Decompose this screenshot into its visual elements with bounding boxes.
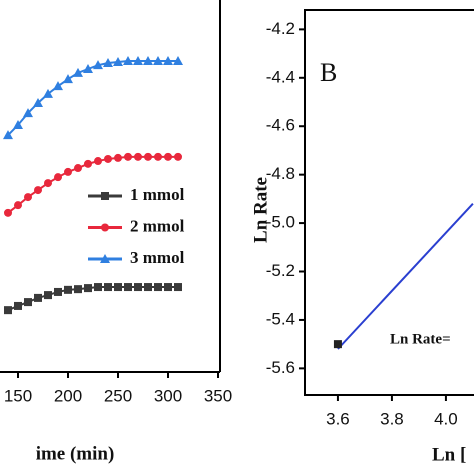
data-point — [4, 306, 12, 315]
y-tick-label: -4.2 — [266, 19, 295, 38]
y-axis-label: Ln Rate — [250, 177, 271, 243]
data-point — [34, 293, 42, 302]
data-point — [333, 340, 342, 349]
fit-line — [337, 203, 474, 350]
data-point — [43, 88, 53, 98]
y-tick-label: -4.6 — [266, 116, 295, 135]
data-point — [83, 64, 93, 73]
data-point — [114, 283, 122, 292]
legend-label: 3 mmol — [130, 248, 185, 267]
data-point — [173, 55, 183, 65]
data-point — [104, 154, 112, 163]
data-point — [64, 285, 72, 294]
data-point — [33, 97, 43, 107]
data-point — [93, 60, 103, 70]
x-tick-label: 300 — [154, 386, 182, 405]
legend-marker — [101, 192, 109, 200]
data-point — [174, 283, 182, 292]
data-point — [154, 283, 162, 292]
x-tick-label: 4.0 — [434, 409, 458, 428]
data-point — [153, 55, 163, 65]
data-point — [104, 283, 112, 292]
data-point — [24, 298, 32, 307]
data-point — [13, 120, 23, 129]
data-point — [113, 57, 123, 66]
data-point — [144, 283, 152, 292]
data-point — [54, 287, 62, 296]
x-tick-label: 200 — [54, 386, 82, 405]
data-point — [143, 55, 153, 65]
y-tick-label: -4.8 — [266, 164, 295, 183]
y-tick-label: -5.6 — [266, 358, 295, 377]
x-tick-label: 350 — [204, 386, 232, 405]
panel-label: B — [320, 58, 337, 87]
x-axis-label: ime (min) — [36, 443, 115, 464]
data-point — [53, 81, 63, 91]
data-point — [133, 55, 143, 65]
data-point — [164, 283, 172, 292]
legend-label: 2 mmol — [130, 216, 185, 235]
data-point — [164, 152, 172, 161]
data-point — [84, 159, 92, 168]
data-point — [64, 167, 72, 176]
y-tick-label: -5.0 — [266, 213, 295, 232]
legend-marker — [100, 254, 110, 263]
series-line — [7, 286, 178, 312]
x-tick-label: 150 — [4, 386, 32, 405]
data-point — [14, 201, 22, 210]
data-point — [23, 108, 33, 118]
data-point — [94, 157, 102, 166]
data-point — [123, 55, 133, 65]
data-point — [54, 173, 62, 182]
data-point — [44, 291, 52, 300]
data-point — [14, 301, 22, 310]
x-tick-label: 250 — [104, 386, 132, 405]
data-point — [63, 74, 73, 84]
data-point — [134, 283, 142, 292]
x-axis-label: Ln [ — [432, 444, 466, 465]
legend-label: 1 mmol — [130, 185, 185, 204]
data-point — [124, 152, 132, 161]
annotation: Ln Rate= — [390, 331, 451, 347]
data-point — [73, 67, 83, 77]
data-point — [154, 152, 162, 161]
data-point — [4, 208, 12, 217]
y-tick-label: -5.4 — [266, 309, 295, 328]
legend-marker — [101, 223, 109, 232]
data-point — [114, 153, 122, 162]
data-point — [163, 55, 173, 65]
data-point — [34, 186, 42, 195]
data-point — [24, 193, 32, 202]
y-tick-label: -4.4 — [266, 67, 295, 86]
data-point — [74, 285, 82, 294]
data-point — [3, 130, 13, 140]
x-tick-label: 3.6 — [326, 409, 350, 428]
data-point — [44, 179, 52, 188]
data-point — [74, 164, 82, 173]
data-point — [103, 58, 113, 68]
data-point — [94, 283, 102, 292]
y-tick-label: -5.2 — [266, 261, 295, 280]
data-point — [134, 152, 142, 161]
data-point — [124, 283, 132, 292]
data-point — [174, 152, 182, 161]
data-point — [144, 152, 152, 161]
data-point — [84, 284, 92, 293]
series-line — [7, 59, 178, 136]
x-tick-label: 3.8 — [380, 409, 404, 428]
